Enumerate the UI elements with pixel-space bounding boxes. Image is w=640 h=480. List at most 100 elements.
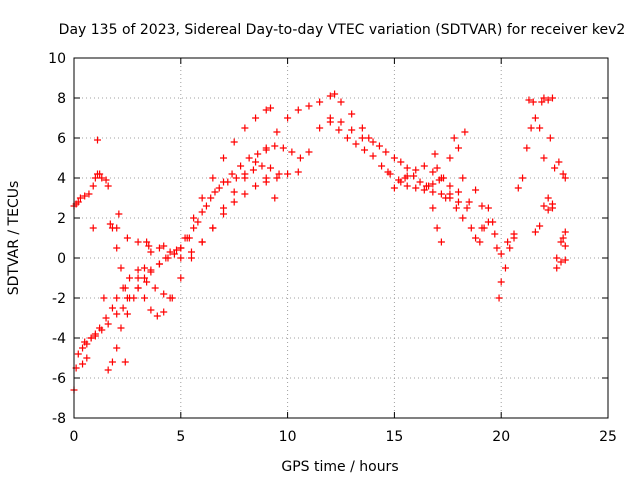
data-point (352, 140, 360, 148)
data-point (437, 238, 445, 246)
data-point (348, 110, 356, 118)
data-point (425, 182, 433, 190)
data-point (497, 250, 505, 258)
data-point (454, 188, 462, 196)
data-point (81, 338, 89, 346)
data-point (220, 204, 228, 212)
data-point (252, 182, 260, 190)
data-point (241, 174, 249, 182)
data-point (316, 98, 324, 106)
series-isolated (79, 98, 569, 374)
data-point (198, 238, 206, 246)
data-point (177, 254, 185, 262)
data-point (403, 182, 411, 190)
data-point (151, 284, 159, 292)
data-point (230, 188, 238, 196)
data-point (104, 366, 112, 374)
data-point (100, 294, 108, 302)
data-point (491, 230, 499, 238)
y-tick-label: -8 (52, 411, 66, 427)
data-point (145, 242, 153, 250)
data-point (134, 274, 142, 282)
data-point (384, 168, 392, 176)
data-point (173, 246, 181, 254)
data-point (89, 224, 97, 232)
data-point (134, 238, 142, 246)
data-point (493, 244, 501, 252)
data-point (440, 174, 448, 182)
data-point (397, 178, 405, 186)
data-point (420, 186, 428, 194)
data-point (358, 124, 366, 132)
data-point (79, 360, 87, 368)
data-point (305, 102, 313, 110)
data-point (544, 206, 552, 214)
data-point (207, 194, 215, 202)
data-point (104, 320, 112, 328)
y-tick-label: 6 (57, 131, 66, 147)
data-point (538, 98, 546, 106)
data-point (519, 174, 527, 182)
data-point (177, 274, 185, 282)
data-point (126, 274, 134, 282)
data-point (348, 126, 356, 134)
data-point (390, 154, 398, 162)
series-arc-b (70, 104, 275, 394)
data-point (220, 178, 228, 186)
data-point (230, 138, 238, 146)
data-point (160, 308, 168, 316)
data-point (294, 168, 302, 176)
data-point (108, 304, 116, 312)
data-point (450, 134, 458, 142)
data-point (209, 224, 217, 232)
data-point (162, 254, 170, 262)
data-point (284, 170, 292, 178)
data-point (85, 190, 93, 198)
data-point (446, 182, 454, 190)
data-point (262, 106, 270, 114)
data-point (365, 134, 373, 142)
data-point (166, 248, 174, 256)
data-point (506, 244, 514, 252)
series-arc-n (531, 200, 569, 272)
data-point (553, 254, 561, 262)
data-point (271, 142, 279, 150)
data-point (429, 168, 437, 176)
x-tick-label: 10 (279, 429, 297, 445)
data-point (115, 210, 123, 218)
data-point (113, 224, 121, 232)
data-point (561, 256, 569, 264)
data-point (123, 234, 131, 242)
data-point (446, 190, 454, 198)
data-point (358, 134, 366, 142)
data-point (170, 250, 178, 258)
data-point (401, 174, 409, 182)
data-point (143, 238, 151, 246)
y-tick-label: -6 (52, 371, 66, 387)
data-point (93, 136, 101, 144)
data-point (531, 114, 539, 122)
data-point (230, 198, 238, 206)
data-point (241, 124, 249, 132)
data-point (147, 268, 155, 276)
x-tick-label: 5 (176, 429, 185, 445)
data-point (187, 248, 195, 256)
data-point (514, 184, 522, 192)
y-tick-label: -4 (52, 331, 66, 347)
data-point (113, 310, 121, 318)
data-point (123, 310, 131, 318)
y-axis-label: SDTVAR / TECUs (6, 181, 22, 296)
y-tick-label: 10 (48, 51, 66, 67)
data-point (117, 264, 125, 272)
series-arc-i (390, 162, 462, 196)
data-point (143, 278, 151, 286)
data-point (331, 90, 339, 98)
data-point (412, 166, 420, 174)
x-tick-label: 0 (70, 429, 79, 445)
x-axis-label: GPS time / hours (281, 459, 398, 475)
data-point (140, 274, 148, 282)
data-point (437, 190, 445, 198)
data-point (452, 204, 460, 212)
series-arc-m (525, 94, 569, 262)
